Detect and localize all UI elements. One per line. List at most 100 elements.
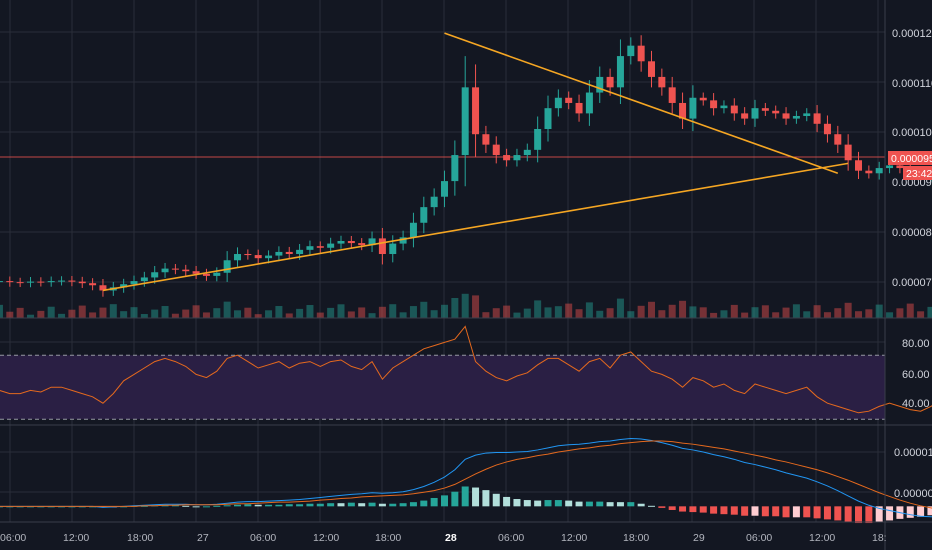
volume-bar bbox=[27, 314, 34, 318]
volume-bar bbox=[389, 304, 397, 318]
macd-histogram-bar bbox=[285, 504, 293, 507]
candle-body bbox=[68, 280, 76, 282]
volume-bar bbox=[544, 307, 552, 318]
candle-body bbox=[389, 243, 397, 255]
rsi-tick: 80.00 bbox=[902, 338, 930, 350]
macd-histogram-bar bbox=[534, 500, 542, 507]
volume-bar bbox=[855, 311, 862, 318]
macd-histogram-bar bbox=[234, 504, 241, 507]
volume-bar bbox=[472, 295, 480, 318]
candle-body bbox=[368, 238, 376, 246]
time-label: 29 bbox=[693, 532, 705, 544]
candle-body bbox=[6, 281, 14, 283]
candle-body bbox=[441, 181, 448, 197]
candle-body bbox=[596, 76, 604, 93]
volume-bar bbox=[420, 301, 428, 318]
volume-bar bbox=[140, 314, 148, 318]
price-tick: 0.0000700 bbox=[892, 277, 932, 289]
macd-histogram-bar bbox=[917, 506, 925, 517]
volume-bar bbox=[865, 309, 873, 318]
candle-body bbox=[585, 92, 593, 114]
volume-bar bbox=[78, 305, 86, 318]
candle-body bbox=[182, 269, 190, 272]
time-label: 18:00 bbox=[127, 532, 153, 544]
candle-body bbox=[430, 196, 438, 208]
candle-body bbox=[813, 113, 821, 124]
volume-bar bbox=[378, 306, 386, 318]
volume-bar bbox=[89, 312, 97, 318]
volume-bar bbox=[523, 308, 531, 318]
macd-histogram-bar bbox=[254, 504, 262, 507]
time-axis[interactable]: 06:00 12:00 18:00 27 06:00 12:00 18:00 2… bbox=[0, 532, 887, 544]
volume-bar bbox=[751, 307, 759, 318]
price-tick: 0.0001200 bbox=[892, 28, 932, 40]
macd-histogram-bar bbox=[306, 503, 314, 507]
volume-bar bbox=[513, 312, 521, 318]
macd-histogram-bar bbox=[492, 493, 500, 507]
volume-bar bbox=[171, 313, 179, 318]
macd-histogram-bar bbox=[430, 497, 438, 507]
macd-histogram-bar bbox=[554, 500, 562, 507]
volume-bar bbox=[430, 310, 438, 318]
candle-body bbox=[171, 268, 179, 270]
candle-body bbox=[140, 277, 148, 282]
candle-body bbox=[409, 222, 417, 238]
candle-body bbox=[772, 110, 780, 114]
trendline bbox=[444, 32, 839, 175]
macd-histogram-bar bbox=[906, 506, 914, 518]
macd-histogram-bar bbox=[523, 500, 531, 507]
candle-body bbox=[316, 246, 324, 248]
trendline bbox=[102, 162, 849, 292]
volume-bar bbox=[596, 310, 604, 318]
volume-bar bbox=[120, 311, 128, 318]
candle-body bbox=[658, 76, 666, 88]
volume-bar bbox=[772, 312, 780, 318]
macd-layer bbox=[0, 437, 932, 524]
candle-body bbox=[554, 97, 562, 109]
volume-bar bbox=[823, 312, 831, 318]
price-tick: 0.0001000 bbox=[892, 127, 932, 139]
candle-layer[interactable] bbox=[0, 35, 932, 297]
time-label: 06:00 bbox=[250, 532, 276, 544]
time-label: 12:00 bbox=[561, 532, 587, 544]
candle-body bbox=[689, 97, 697, 119]
macd-histogram-bar bbox=[389, 503, 397, 507]
candle-body bbox=[296, 249, 304, 255]
volume-bar bbox=[917, 311, 925, 318]
macd-histogram-bar bbox=[503, 496, 511, 507]
trendline-layer[interactable] bbox=[102, 32, 849, 292]
volume-bar bbox=[265, 310, 273, 318]
candle-body bbox=[399, 237, 407, 244]
rsi-layer bbox=[0, 325, 932, 414]
macd-histogram-bar bbox=[803, 506, 811, 518]
volume-bar bbox=[648, 301, 655, 318]
volume-bar bbox=[492, 308, 500, 318]
volume-bar bbox=[327, 307, 335, 318]
candle-body bbox=[761, 108, 769, 111]
volume-bar bbox=[234, 310, 241, 318]
candle-body bbox=[875, 168, 883, 174]
macd-histogram-bar bbox=[585, 501, 593, 507]
candle-body bbox=[378, 238, 386, 255]
macd-histogram-bar bbox=[689, 506, 697, 513]
rsi-tick: 40.00 bbox=[902, 398, 930, 410]
candle-body bbox=[865, 170, 873, 174]
candle-body bbox=[27, 281, 34, 283]
macd-histogram-bar bbox=[927, 506, 932, 516]
volume-bar bbox=[689, 306, 697, 318]
candle-body bbox=[461, 87, 469, 156]
candle-body bbox=[482, 134, 490, 145]
macd-histogram-bar bbox=[99, 506, 107, 508]
macd-histogram-bar bbox=[213, 505, 221, 507]
candle-body bbox=[823, 123, 831, 135]
macd-histogram-bar bbox=[823, 506, 831, 520]
volume-bar bbox=[161, 306, 169, 318]
candle-body bbox=[254, 255, 262, 259]
candle-body bbox=[648, 61, 655, 77]
macd-histogram-bar bbox=[710, 506, 718, 514]
macd-histogram-bar bbox=[161, 505, 169, 507]
time-label: 18:00 bbox=[375, 532, 401, 544]
volume-bar bbox=[637, 305, 645, 318]
volume-bar bbox=[182, 309, 190, 318]
